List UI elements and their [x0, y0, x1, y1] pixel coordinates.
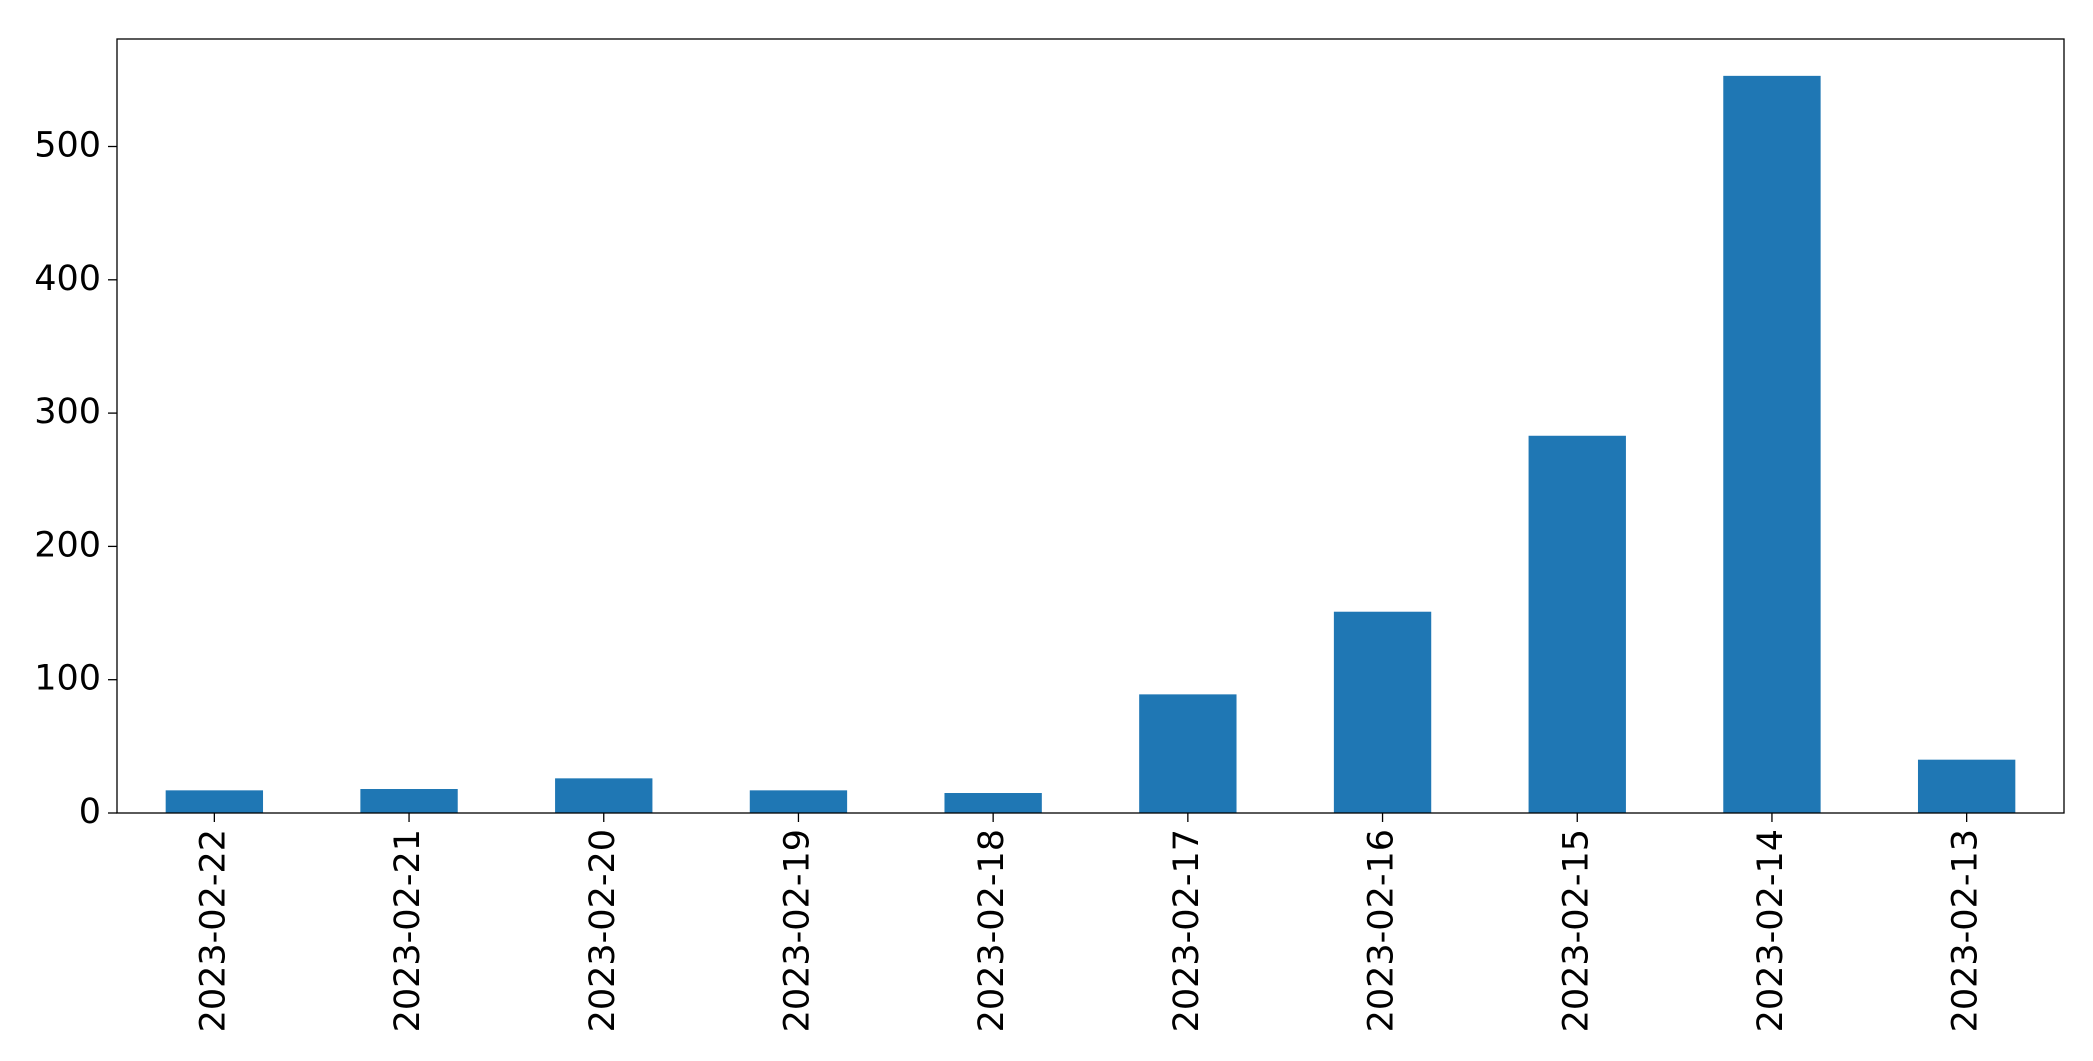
bar	[749, 790, 848, 813]
bar	[944, 793, 1042, 813]
bar	[1917, 759, 2016, 813]
bar	[1528, 435, 1626, 813]
bar	[1139, 694, 1237, 813]
x-tick-label: 2023-02-16	[1362, 829, 1402, 1032]
y-tick-label: 500	[34, 126, 101, 166]
x-tick-label: 2023-02-19	[777, 829, 817, 1032]
bar	[1723, 75, 1821, 814]
bar	[165, 790, 264, 813]
x-tick-label: 2023-02-13	[1946, 829, 1986, 1032]
y-tick-label: 200	[34, 525, 101, 565]
plot-frame	[116, 38, 2065, 814]
y-tick-label: 100	[34, 659, 101, 699]
x-tick-label: 2023-02-14	[1751, 829, 1791, 1032]
x-tick-label: 2023-02-20	[583, 829, 623, 1032]
x-tick-label: 2023-02-18	[972, 829, 1012, 1032]
y-tick-label: 300	[34, 392, 101, 432]
x-tick-label: 2023-02-17	[1167, 829, 1207, 1032]
x-tick-label: 2023-02-21	[388, 829, 428, 1032]
x-tick-label: 2023-02-15	[1556, 829, 1596, 1032]
bar	[360, 789, 458, 813]
bar	[555, 778, 653, 813]
x-tick-label: 2023-02-22	[193, 829, 233, 1032]
y-tick-label: 0	[79, 792, 101, 832]
bar	[1333, 611, 1432, 813]
y-tick-label: 400	[34, 259, 101, 299]
